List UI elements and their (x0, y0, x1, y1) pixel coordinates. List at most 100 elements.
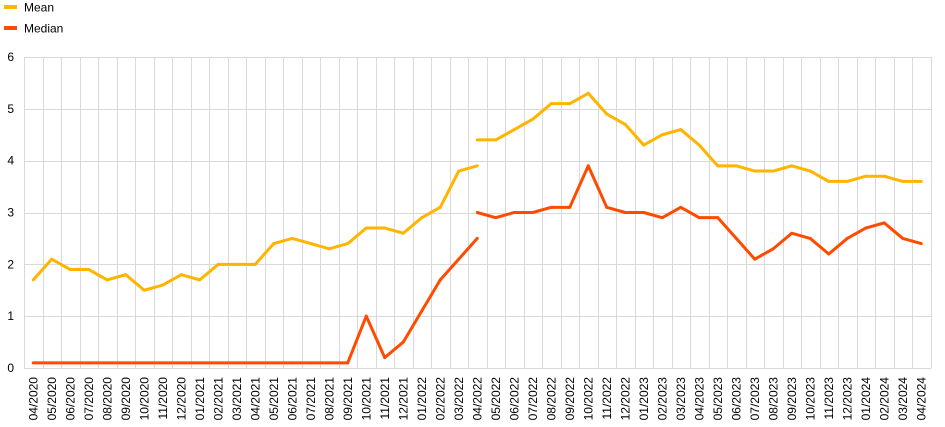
data-point-mean-segment-1-07-2020 (87, 268, 91, 272)
x-tick-label-02-2021: 02/2021 (211, 377, 225, 421)
x-tick-label-02-2022: 02/2022 (433, 377, 447, 421)
data-point-median-segment-2-03-2023 (679, 205, 683, 209)
data-point-mean-segment-1-10-2021 (364, 226, 368, 230)
x-tick-label-12-2020: 12/2020 (174, 377, 188, 421)
data-point-median-segment-2-08-2023 (771, 247, 775, 251)
x-tick-label-10-2021: 10/2021 (359, 377, 373, 421)
data-point-mean-segment-2-06-2023 (734, 164, 738, 168)
data-point-mean-segment-1-03-2021 (235, 262, 239, 266)
data-point-median-segment-1-01-2022 (420, 309, 424, 313)
data-point-mean-segment-2-11-2023 (827, 179, 831, 183)
data-point-mean-segment-1-02-2022 (438, 205, 442, 209)
x-tick-label-09-2022: 09/2022 (563, 377, 577, 421)
x-tick-label-07-2020: 07/2020 (82, 377, 96, 421)
data-point-mean-segment-1-09-2020 (124, 273, 128, 277)
data-point-median-segment-1-08-2020 (105, 361, 109, 365)
x-tick-label-08-2023: 08/2023 (766, 377, 780, 421)
y-tick-label-1: 1 (7, 309, 14, 323)
data-point-mean-segment-2-02-2024 (882, 174, 886, 178)
data-point-median-segment-2-02-2023 (660, 216, 664, 220)
x-tick-label-08-2021: 08/2021 (322, 377, 336, 421)
y-tick-label-3: 3 (7, 206, 14, 220)
x-tick-label-02-2024: 02/2024 (877, 377, 891, 421)
x-tick-label-07-2021: 07/2021 (304, 377, 318, 421)
data-point-mean-segment-2-03-2023 (679, 128, 683, 132)
data-point-median-segment-2-11-2023 (827, 252, 831, 256)
data-point-mean-segment-1-03-2022 (457, 169, 461, 173)
x-tick-label-06-2021: 06/2021 (285, 377, 299, 421)
data-point-mean-segment-2-09-2022 (568, 102, 572, 106)
x-tick-label-12-2022: 12/2022 (618, 377, 632, 421)
x-tick-label-04-2021: 04/2021 (248, 377, 262, 421)
data-point-mean-segment-1-12-2020 (179, 273, 183, 277)
data-point-mean-segment-1-06-2021 (290, 236, 294, 240)
x-tick-label-11-2021: 11/2021 (378, 377, 392, 420)
data-point-median-segment-2-03-2024 (901, 236, 905, 240)
x-tick-label-06-2022: 06/2022 (507, 377, 521, 421)
data-point-mean-segment-1-12-2021 (401, 231, 405, 235)
data-point-median-segment-2-09-2023 (790, 231, 794, 235)
legend: Mean Median (4, 1, 63, 36)
data-point-median-segment-1-05-2020 (50, 361, 54, 365)
data-point-mean-segment-1-11-2020 (161, 283, 165, 287)
data-point-mean-segment-2-04-2022 (475, 138, 479, 142)
data-point-median-segment-1-04-2020 (31, 361, 35, 365)
x-tick-label-08-2020: 08/2020 (100, 377, 114, 421)
data-point-mean-segment-2-12-2022 (623, 122, 627, 126)
data-point-median-segment-1-09-2021 (346, 361, 350, 365)
data-point-median-segment-1-11-2020 (161, 361, 165, 365)
data-point-mean-segment-1-04-2021 (253, 262, 257, 266)
data-point-median-segment-1-01-2021 (198, 361, 202, 365)
series-line-median-segment-1 (33, 237, 479, 365)
data-point-median-segment-1-12-2020 (179, 361, 183, 365)
data-point-mean-segment-1-06-2020 (68, 268, 72, 272)
data-point-median-segment-2-12-2023 (845, 236, 849, 240)
data-point-mean-segment-1-01-2021 (198, 278, 202, 282)
data-point-median-segment-2-01-2023 (642, 211, 646, 214)
x-tick-label-04-2023: 04/2023 (692, 377, 706, 421)
x-tick-label-05-2021: 05/2021 (267, 377, 281, 421)
data-point-mean-segment-1-08-2021 (327, 247, 331, 251)
x-tick-label-10-2020: 10/2020 (137, 377, 151, 421)
data-point-median-segment-2-06-2022 (512, 211, 516, 214)
data-point-median-segment-2-05-2023 (716, 216, 720, 220)
data-point-mean-segment-1-05-2020 (50, 257, 54, 261)
data-point-median-segment-1-05-2021 (272, 361, 276, 365)
data-point-mean-segment-1-04-2020 (31, 278, 35, 282)
data-point-mean-segment-2-01-2024 (864, 174, 868, 178)
x-tick-label-03-2021: 03/2021 (230, 377, 244, 421)
x-tick-label-04-2024: 04/2024 (914, 377, 928, 421)
x-tick-label-04-2022: 04/2022 (470, 377, 484, 421)
y-tick-label-5: 5 (7, 102, 14, 116)
y-tick-label-2: 2 (7, 257, 14, 271)
data-point-median-segment-2-08-2022 (549, 205, 553, 209)
data-point-median-segment-2-09-2022 (568, 205, 572, 209)
data-point-mean-segment-2-10-2023 (808, 169, 812, 173)
data-point-median-segment-1-07-2020 (87, 361, 91, 365)
legend-item-median: Median (4, 22, 63, 36)
data-point-median-segment-2-11-2022 (605, 205, 609, 209)
data-point-mean-segment-2-07-2023 (753, 169, 757, 173)
data-point-median-segment-2-07-2022 (531, 211, 535, 214)
data-point-mean-segment-2-09-2023 (790, 164, 794, 168)
x-tick-label-01-2022: 01/2022 (415, 377, 429, 421)
data-point-mean-segment-1-08-2020 (105, 278, 109, 282)
x-tick-label-05-2022: 05/2022 (489, 377, 503, 421)
x-axis: 04/2020 05/2020 06/2020 07/2020 08/2020 09/20… (26, 377, 928, 421)
data-point-mean-segment-2-02-2023 (660, 133, 664, 137)
data-point-mean-segment-1-10-2020 (142, 288, 146, 292)
data-point-median-segment-2-05-2022 (494, 216, 498, 220)
data-point-mean-segment-1-01-2022 (420, 216, 424, 220)
data-point-median-segment-1-10-2020 (142, 361, 146, 365)
data-point-median-segment-2-02-2024 (882, 221, 886, 225)
x-tick-label-09-2023: 09/2023 (785, 377, 799, 421)
data-point-median-segment-1-03-2022 (457, 257, 461, 261)
data-point-median-segment-2-04-2024 (919, 242, 923, 246)
y-tick-label-6: 6 (7, 50, 14, 64)
data-point-median-segment-2-12-2022 (623, 211, 627, 214)
x-tick-label-03-2023: 03/2023 (674, 377, 688, 421)
data-point-median-segment-1-03-2021 (235, 361, 239, 365)
x-tick-label-02-2023: 02/2023 (655, 377, 669, 421)
data-point-mean-segment-1-05-2021 (272, 242, 276, 246)
data-point-mean-segment-2-04-2024 (919, 179, 923, 183)
